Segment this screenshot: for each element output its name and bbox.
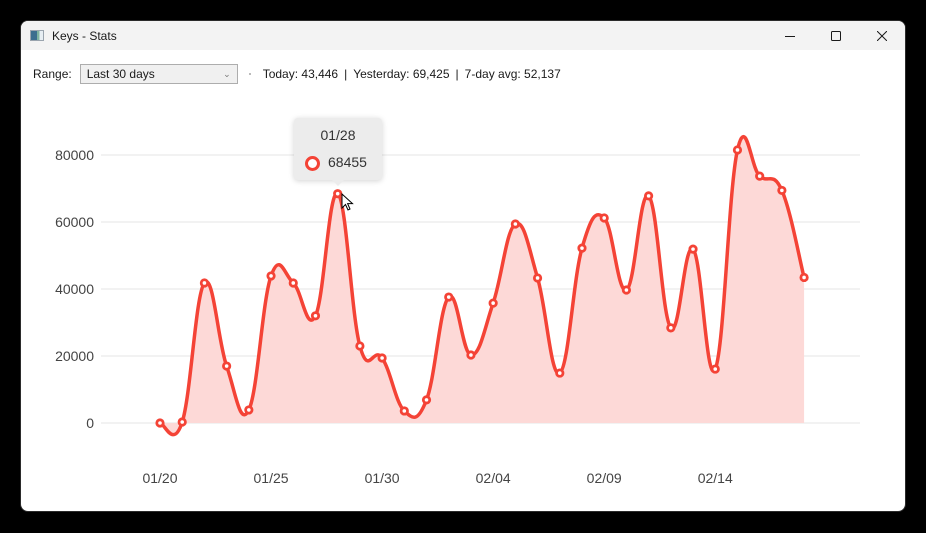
data-point[interactable] bbox=[222, 361, 232, 371]
data-point[interactable] bbox=[288, 278, 298, 288]
tooltip-date: 01/28 bbox=[320, 127, 356, 143]
chart-data-points bbox=[155, 145, 809, 428]
window-controls bbox=[767, 21, 905, 50]
data-point[interactable] bbox=[377, 353, 387, 363]
range-label: Range: bbox=[33, 67, 72, 81]
minimize-button[interactable] bbox=[767, 21, 813, 50]
y-tick-label: 60000 bbox=[55, 214, 94, 230]
data-point[interactable] bbox=[510, 219, 520, 229]
data-point[interactable] bbox=[421, 395, 432, 405]
maximize-button[interactable] bbox=[813, 21, 859, 50]
y-tick-label: 20000 bbox=[55, 348, 94, 364]
data-point[interactable] bbox=[799, 272, 809, 283]
data-point[interactable] bbox=[199, 278, 210, 288]
separator-dot bbox=[248, 73, 251, 75]
data-point[interactable] bbox=[555, 368, 565, 378]
chevron-down-icon: ⌄ bbox=[223, 68, 231, 79]
range-selected-value: Last 30 days bbox=[86, 67, 155, 81]
data-point[interactable] bbox=[244, 405, 254, 415]
y-tick-label: 40000 bbox=[55, 281, 94, 297]
stat-separator: | bbox=[344, 67, 348, 81]
x-tick-label: 01/25 bbox=[254, 470, 289, 486]
mouse-cursor-icon bbox=[341, 193, 354, 211]
minimize-icon bbox=[785, 35, 795, 37]
data-point[interactable] bbox=[466, 350, 476, 360]
data-point[interactable] bbox=[755, 171, 765, 181]
stat-7day-avg: 7-day avg: 52,137 bbox=[464, 67, 561, 81]
x-axis: 01/20 01/25 01/30 02/04 02/09 02/14 bbox=[142, 470, 732, 486]
data-point[interactable] bbox=[155, 418, 165, 428]
stat-today: Today: 43,446 bbox=[262, 67, 339, 81]
app-window: Keys - Stats Range: Last 30 days ⌄ Today… bbox=[21, 21, 905, 511]
data-point[interactable] bbox=[177, 417, 187, 427]
data-point[interactable] bbox=[266, 271, 276, 281]
x-tick-label: 02/04 bbox=[476, 470, 511, 486]
x-tick-label: 01/20 bbox=[142, 470, 177, 486]
data-point[interactable] bbox=[732, 145, 743, 155]
chart-tooltip: 01/28 68455 bbox=[294, 118, 382, 186]
window-title: Keys - Stats bbox=[52, 28, 117, 43]
data-point[interactable] bbox=[599, 213, 609, 223]
close-button[interactable] bbox=[859, 21, 905, 50]
maximize-icon bbox=[831, 30, 841, 41]
data-point[interactable] bbox=[355, 341, 365, 351]
data-point[interactable] bbox=[488, 298, 498, 308]
x-tick-label: 02/09 bbox=[587, 470, 622, 486]
stat-yesterday: Yesterday: 69,425 bbox=[353, 67, 450, 81]
app-icon bbox=[30, 30, 44, 41]
data-point[interactable] bbox=[333, 189, 343, 199]
data-point[interactable] bbox=[310, 311, 321, 321]
chart-area-fill bbox=[160, 136, 805, 435]
data-point[interactable] bbox=[644, 191, 654, 201]
close-icon bbox=[877, 30, 887, 41]
data-point[interactable] bbox=[621, 285, 632, 295]
y-tick-label: 0 bbox=[86, 415, 94, 431]
title-bar[interactable]: Keys - Stats bbox=[21, 21, 905, 50]
stat-separator: | bbox=[455, 67, 459, 81]
toolbar: Range: Last 30 days ⌄ Today: 43,446 | Yest… bbox=[21, 50, 905, 98]
range-dropdown[interactable]: Last 30 days ⌄ bbox=[79, 64, 238, 84]
y-tick-label: 80000 bbox=[55, 147, 94, 163]
data-point[interactable] bbox=[532, 273, 543, 283]
data-point[interactable] bbox=[399, 406, 409, 416]
keys-area-chart[interactable]: 0 20000 40000 60000 80000 01/20 01/25 01/30 02/… bbox=[21, 21, 905, 511]
data-point[interactable] bbox=[666, 323, 676, 333]
data-point[interactable] bbox=[444, 292, 454, 302]
y-axis: 0 20000 40000 60000 80000 bbox=[55, 147, 94, 431]
data-point[interactable] bbox=[688, 244, 698, 254]
data-point[interactable] bbox=[777, 185, 787, 196]
stats-summary: Today: 43,446 | Yesterday: 69,425 | 7-day av… bbox=[263, 67, 561, 81]
x-tick-label: 02/14 bbox=[698, 470, 733, 486]
data-point[interactable] bbox=[710, 364, 720, 374]
tooltip-value: 68455 bbox=[328, 154, 367, 170]
series-marker-icon bbox=[305, 156, 320, 171]
data-point[interactable] bbox=[577, 243, 587, 253]
x-tick-label: 01/30 bbox=[365, 470, 400, 486]
